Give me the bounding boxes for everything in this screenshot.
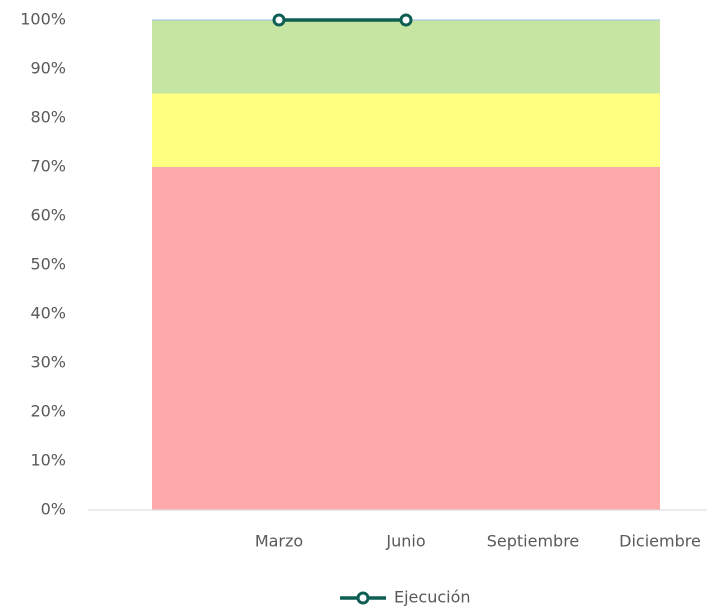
band-area [152, 167, 660, 510]
y-tick-label: 70% [30, 157, 66, 176]
y-tick-label: 20% [30, 402, 66, 421]
series-marker [399, 13, 413, 27]
y-tick-label: 0% [41, 500, 66, 519]
band-area [152, 93, 660, 167]
y-tick-label: 90% [30, 59, 66, 78]
band-area [152, 20, 660, 94]
x-tick-label: Junio [385, 532, 425, 551]
legend-label: Ejecución [394, 588, 471, 607]
series-marker [272, 13, 286, 27]
y-tick-label: 100% [20, 10, 66, 29]
y-tick-label: 60% [30, 206, 66, 225]
y-tick-label: 80% [30, 108, 66, 127]
y-tick-label: 50% [30, 255, 66, 274]
y-tick-label: 30% [30, 353, 66, 372]
x-tick-label: Diciembre [619, 532, 701, 551]
legend-marker [356, 591, 370, 605]
y-tick-label: 40% [30, 304, 66, 323]
x-tick-label: Marzo [255, 532, 303, 551]
x-tick-label: Septiembre [487, 532, 580, 551]
y-tick-label: 10% [30, 451, 66, 470]
